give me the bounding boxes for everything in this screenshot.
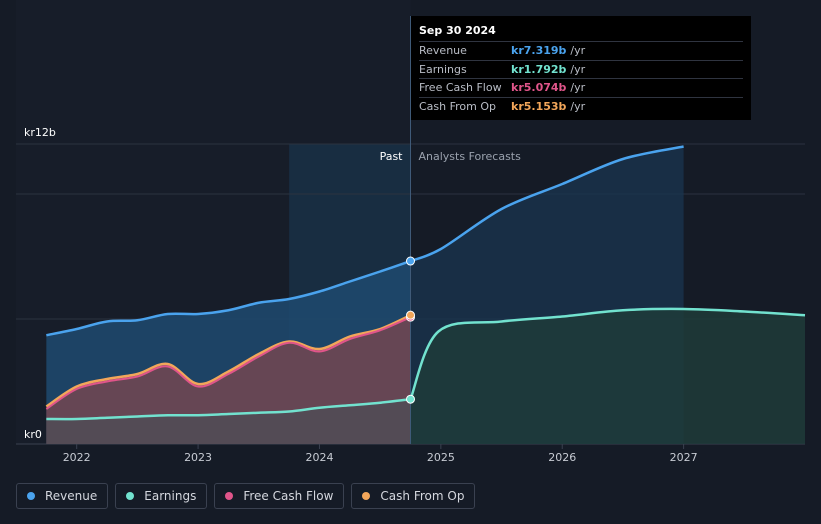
y-tick-label: kr12b <box>24 126 56 139</box>
tooltip-label: Free Cash Flow <box>419 81 502 94</box>
legend-dot-icon <box>362 492 371 500</box>
legend-item-free-cash-flow[interactable]: Free Cash Flow <box>214 483 345 509</box>
earnings-marker <box>406 394 415 404</box>
legend-dot-icon <box>225 492 234 500</box>
earnings-forecast-area <box>410 308 805 444</box>
x-tick-label: 2024 <box>305 451 333 464</box>
tooltip-unit: /yr <box>570 99 586 113</box>
cash-from-op-line <box>45 314 412 408</box>
revenue-forecast-line <box>410 145 684 263</box>
revenue-past-line <box>46 259 411 337</box>
tooltip-value: kr5.074b <box>511 81 567 94</box>
revenue-marker <box>406 256 415 266</box>
legend-item-cash-from-op[interactable]: Cash From Op <box>351 483 476 509</box>
data-tooltip: Sep 30 2024 Revenue kr7.319b /yr Earning… <box>411 16 751 120</box>
forecast-label: Analysts Forecasts <box>419 150 522 163</box>
earnings-forecast-line <box>409 307 806 400</box>
free-cash-flow-line <box>45 316 411 410</box>
tooltip-label: Cash From Op <box>419 99 497 113</box>
legend-label: Revenue <box>45 489 98 503</box>
earnings-past-area <box>46 399 411 444</box>
tooltip-row-earnings: Earnings kr1.792b /yr <box>419 59 743 79</box>
tooltip-value: kr1.792b <box>511 62 567 76</box>
tooltip-row-revenue: Revenue kr7.319b /yr <box>419 41 743 60</box>
legend-dot-icon <box>126 492 135 500</box>
tooltip-row-cash-from-op: Cash From Op kr5.153b /yr <box>419 96 743 116</box>
cash-from-op-marker <box>406 310 415 320</box>
legend-label: Earnings <box>144 489 197 503</box>
tooltip-value: kr7.319b <box>511 44 567 57</box>
x-tick-label: 2025 <box>427 451 455 464</box>
x-tick-label: 2022 <box>63 451 91 464</box>
chart-area: kr12b kr0 2022 2023 2024 2025 2026 2027 Past Anal… <box>16 16 806 464</box>
legend-label: Free Cash Flow <box>243 489 334 503</box>
past-label: Past <box>380 150 404 163</box>
earnings-past-line <box>46 397 411 421</box>
legend-dot-icon <box>27 492 35 500</box>
legend-item-earnings[interactable]: Earnings <box>115 483 208 509</box>
tooltip-unit: /yr <box>570 44 586 57</box>
x-tick-label: 2026 <box>548 451 576 464</box>
tooltip-date: Sep 30 2024 <box>419 24 496 37</box>
legend-label: Cash From Op <box>380 489 465 503</box>
tooltip-label: Earnings <box>419 62 467 76</box>
x-tick-label: 2023 <box>184 451 212 464</box>
tooltip-row-free-cash-flow: Free Cash Flow kr5.074b /yr <box>419 78 743 97</box>
chart-legend: Revenue Earnings Free Cash Flow Cash Fro… <box>16 483 476 509</box>
y-tick-label: kr0 <box>24 428 42 441</box>
tooltip-label: Revenue <box>419 44 467 57</box>
tooltip-unit: /yr <box>570 81 586 94</box>
tooltip-value: kr5.153b <box>511 99 567 113</box>
tooltip-unit: /yr <box>570 62 586 76</box>
x-tick-label: 2027 <box>670 451 698 464</box>
legend-item-revenue[interactable]: Revenue <box>16 483 109 509</box>
